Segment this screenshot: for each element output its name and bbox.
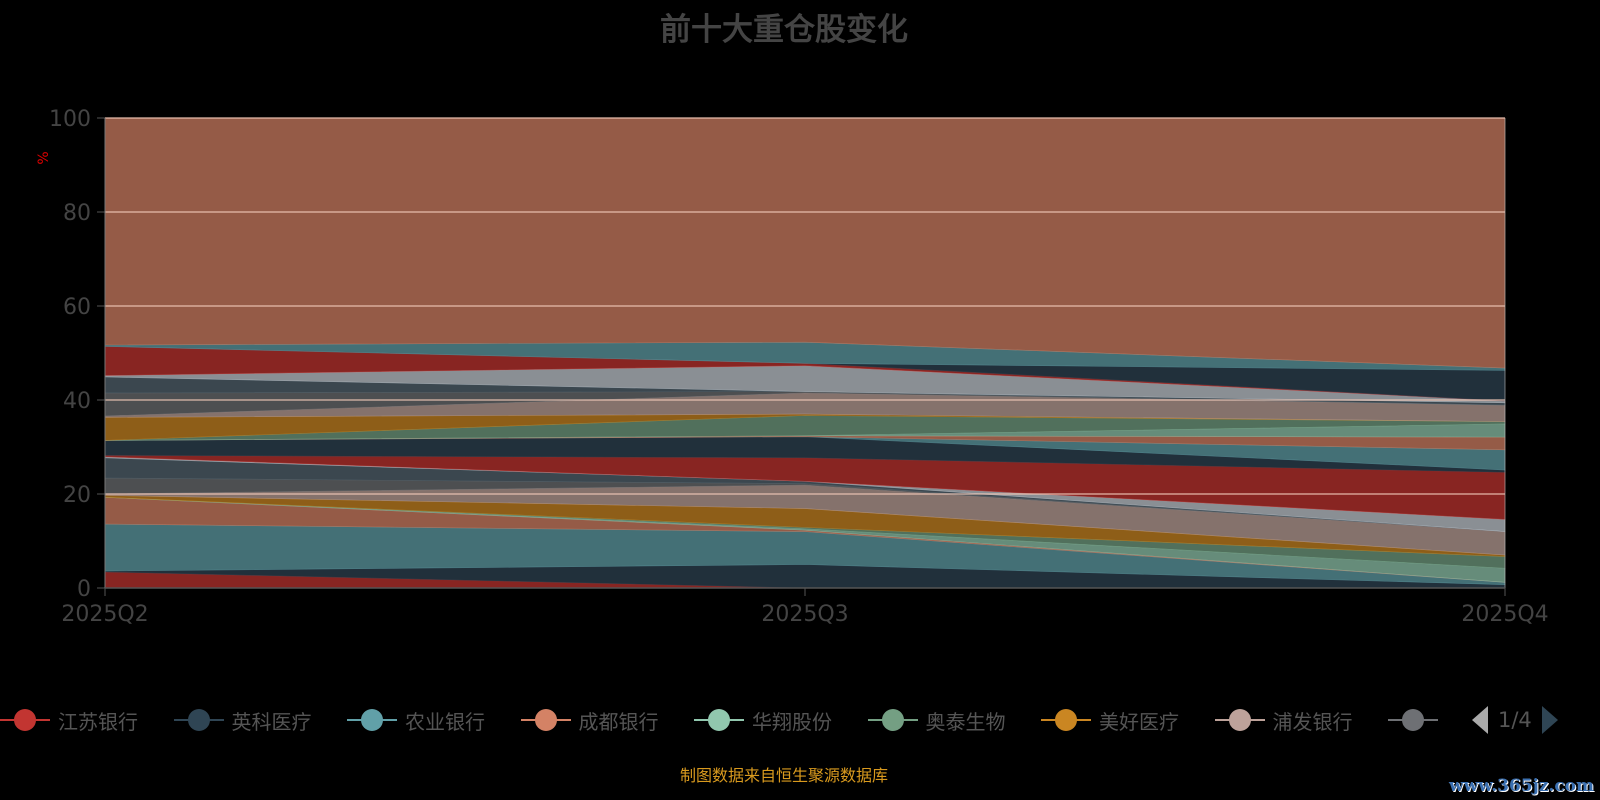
legend-marker-icon [1041,709,1091,731]
data-source-note: 制图数据来自恒生聚源数据库 [679,766,888,785]
series-area-25[interactable] [104,117,1506,369]
y-tick-label: 40 [63,389,91,414]
legend-label: 华翔股份 [752,709,832,734]
series-areas [104,117,1506,589]
y-axis-label: % [36,151,52,164]
stacked-area-chart: 0 20 40 60 80 100 2025Q2 2025Q3 2025Q4 % [36,107,1549,627]
legend-marker-icon [867,709,918,731]
legend-item[interactable]: 英科医疗 [173,704,312,736]
legend-label: 美好医疗 [1099,709,1179,734]
legend-marker-icon [520,709,571,731]
legend-label: 奥泰生物 [925,709,1006,734]
legend-pager: 1/4 [1470,704,1560,736]
x-tick-label: 2025Q4 [1461,602,1548,627]
legend-label: 农业银行 [405,709,485,734]
legend-marker-icon [173,709,224,731]
legend-item[interactable]: 江苏银行 [0,704,138,736]
legend-item[interactable]: 农业银行 [347,704,485,736]
legend-label: 浦发银行 [1272,709,1353,734]
legend-marker-icon [1214,709,1265,731]
legend-marker-icon [0,709,50,731]
y-tick-label: 60 [63,295,91,320]
legend-label: 江苏银行 [58,709,138,734]
legend-item[interactable]: 华翔股份 [694,704,832,736]
grid-lines [105,117,1505,495]
watermark: www.365jz.com [1449,776,1594,796]
x-tick-label: 2025Q2 [61,602,148,627]
y-tick-label: 100 [49,107,91,132]
next-page-icon[interactable] [1540,705,1560,735]
chart-title: 前十大重仓股变化 [660,12,908,48]
axes: 0 20 40 60 80 100 2025Q2 2025Q3 2025Q4 [49,107,1549,627]
x-tick-label: 2025Q3 [761,602,848,627]
legend-item[interactable]: 成都银行 [520,704,659,736]
legend-label: 成都银行 [578,709,659,734]
legend-label: 英科医疗 [231,709,312,734]
prev-page-icon[interactable] [1470,705,1490,735]
legend-item[interactable]: 美好医疗 [1041,704,1179,736]
legend-marker-icon [347,709,397,731]
legend-marker-icon [694,709,744,731]
legend-item[interactable]: 浦发银行 [1214,704,1353,736]
legend-marker-icon [1388,709,1438,731]
legend-item[interactable]: 奥泰生物 [867,704,1006,736]
y-tick-label: 80 [63,201,91,226]
legend-item[interactable] [1388,704,1446,736]
y-tick-label: 0 [77,577,91,602]
legend-page-indicator: 1/4 [1498,708,1532,732]
y-tick-label: 20 [63,483,91,508]
